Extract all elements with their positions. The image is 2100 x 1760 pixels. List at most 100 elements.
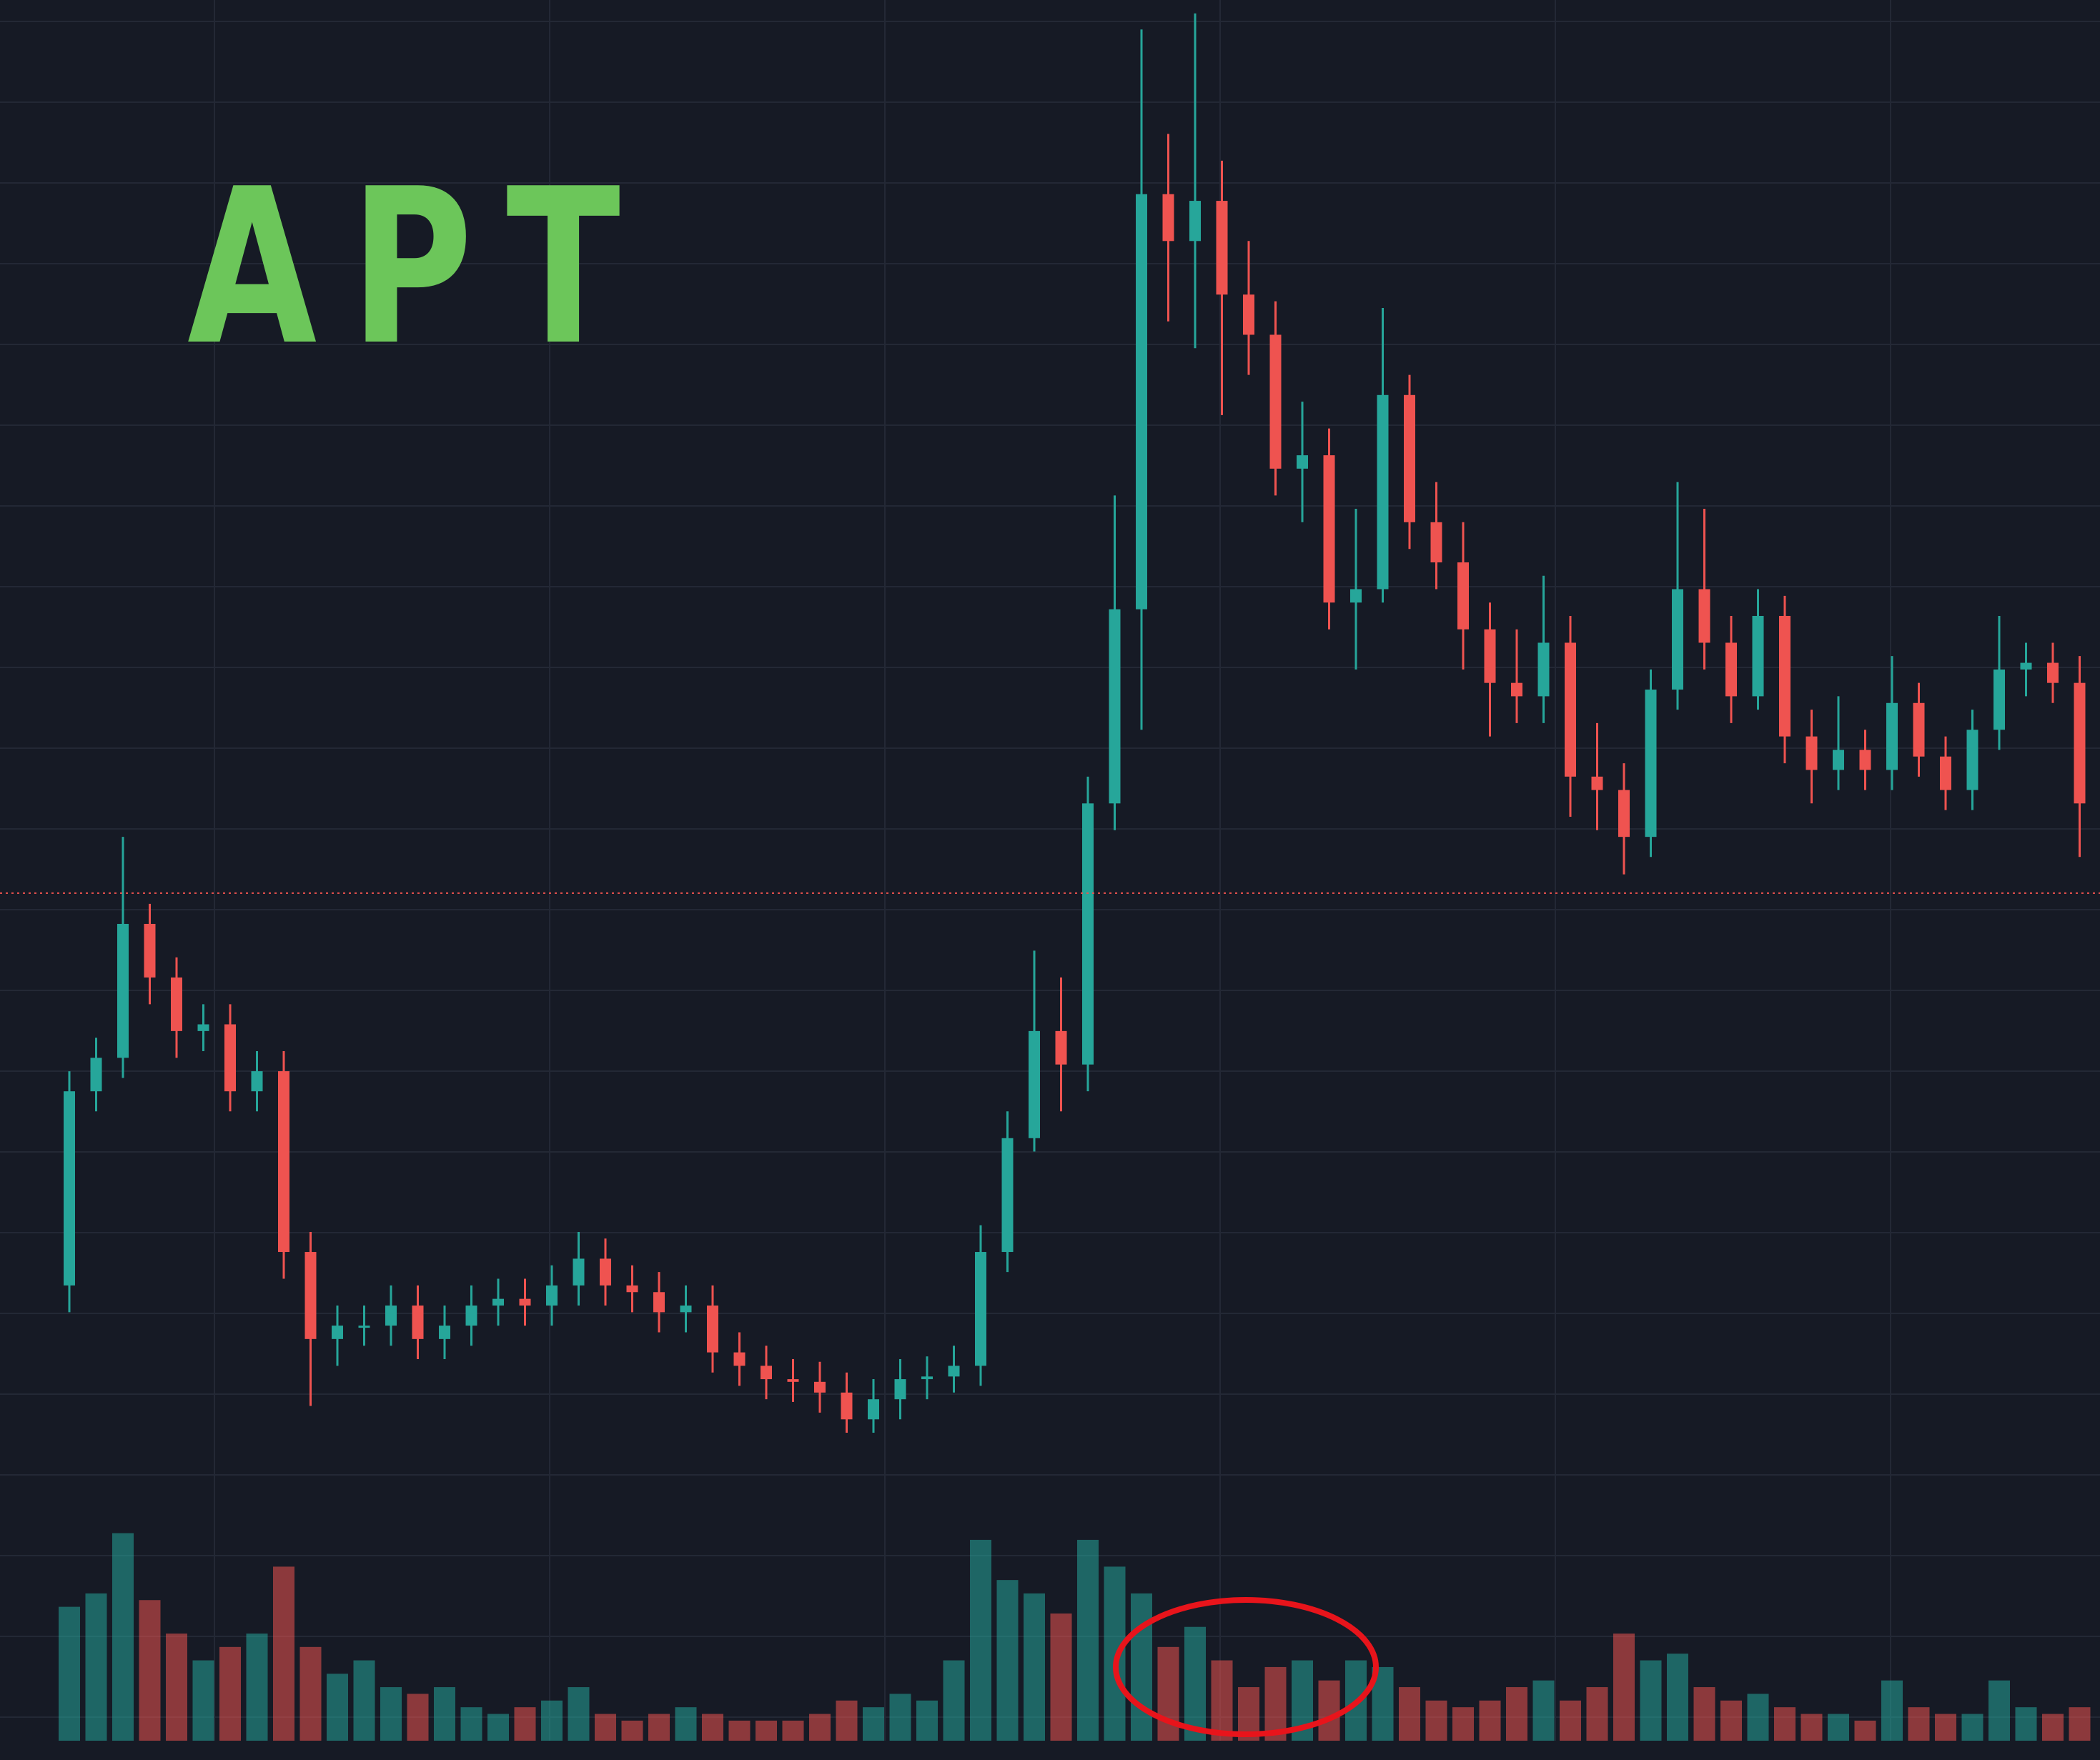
candle-body bbox=[492, 1298, 504, 1306]
candle-body bbox=[64, 1091, 75, 1286]
volume-bar bbox=[2042, 1714, 2064, 1741]
candle-body bbox=[921, 1376, 933, 1380]
volume-bar bbox=[1184, 1626, 1206, 1741]
volume-bar bbox=[702, 1714, 723, 1741]
candle-body bbox=[197, 1024, 209, 1031]
candle-body bbox=[304, 1252, 317, 1339]
volume-bar bbox=[219, 1646, 241, 1741]
candle-body bbox=[1136, 194, 1147, 610]
volume-bar bbox=[1988, 1680, 2010, 1741]
candle-body bbox=[251, 1071, 263, 1092]
candle-body bbox=[1297, 455, 1308, 469]
volume-bar bbox=[1104, 1566, 1126, 1741]
volume-bar bbox=[1050, 1613, 1072, 1741]
candle-body bbox=[680, 1306, 692, 1313]
volume-bar bbox=[139, 1600, 161, 1741]
candle-body bbox=[1752, 615, 1764, 697]
candle-body bbox=[1645, 690, 1657, 837]
candle-body bbox=[1430, 522, 1442, 563]
candle-body bbox=[1162, 194, 1174, 242]
volume-bar bbox=[675, 1707, 697, 1741]
volume-bar bbox=[1774, 1707, 1796, 1741]
volume-bar bbox=[1747, 1694, 1769, 1741]
candle-body bbox=[1966, 730, 1978, 790]
volume-bar bbox=[916, 1700, 938, 1741]
candle-body bbox=[1055, 1030, 1067, 1065]
volume-bar bbox=[1479, 1700, 1501, 1741]
volume-bar bbox=[2069, 1707, 2091, 1741]
volume-bar bbox=[1801, 1714, 1823, 1741]
volume-bar bbox=[1506, 1687, 1527, 1741]
candle-body bbox=[1404, 394, 1415, 522]
chart-title: APT bbox=[187, 143, 654, 392]
candle-body bbox=[626, 1285, 638, 1293]
volume-bar bbox=[434, 1687, 455, 1741]
candle-body bbox=[975, 1252, 986, 1366]
candle-body bbox=[1591, 776, 1603, 790]
candle-body bbox=[1806, 736, 1818, 770]
candle-body bbox=[1350, 589, 1362, 603]
volume-bar bbox=[756, 1720, 777, 1741]
volume-bar bbox=[996, 1580, 1019, 1741]
volume-bar bbox=[809, 1714, 831, 1741]
candle-body bbox=[1216, 201, 1228, 295]
candle-body bbox=[1940, 756, 1951, 790]
volume-bar bbox=[1399, 1687, 1420, 1741]
volume-bar bbox=[728, 1720, 751, 1741]
highlight-ellipse bbox=[1113, 1597, 1379, 1737]
volume-bar bbox=[59, 1606, 80, 1741]
volume-bar bbox=[1613, 1634, 1635, 1741]
volume-bar bbox=[1961, 1714, 1983, 1741]
candle-body bbox=[1913, 702, 1925, 757]
candle-body bbox=[171, 977, 182, 1031]
volume-bar bbox=[1318, 1680, 1340, 1741]
volume-bar bbox=[621, 1720, 643, 1741]
candle-body bbox=[2020, 662, 2032, 670]
volume-bar bbox=[112, 1533, 134, 1741]
volume-bar bbox=[85, 1593, 107, 1741]
volume-bar bbox=[327, 1674, 348, 1741]
candle-body bbox=[707, 1306, 718, 1353]
volume-bar bbox=[595, 1714, 616, 1741]
candle-body bbox=[948, 1366, 960, 1377]
volume-bar bbox=[192, 1660, 214, 1741]
candle-body bbox=[841, 1392, 853, 1420]
candle-body bbox=[1029, 1030, 1040, 1138]
candle-body bbox=[653, 1292, 665, 1313]
volume-bar bbox=[1024, 1593, 1045, 1741]
candle-body bbox=[573, 1258, 585, 1286]
candle-body bbox=[224, 1024, 236, 1092]
candle-body bbox=[761, 1366, 772, 1380]
candle-body bbox=[894, 1379, 906, 1400]
candle-body bbox=[546, 1285, 558, 1306]
candle-body bbox=[2047, 662, 2059, 683]
volume-bar bbox=[1586, 1687, 1608, 1741]
candle-body bbox=[385, 1306, 397, 1326]
volume-bar bbox=[1131, 1593, 1152, 1741]
volume-bar bbox=[1560, 1700, 1581, 1741]
volume-bar bbox=[1908, 1707, 1930, 1741]
volume-bar bbox=[1693, 1687, 1715, 1741]
volume-bar bbox=[246, 1634, 268, 1741]
volume-bar bbox=[1667, 1654, 1688, 1741]
volume-bar bbox=[782, 1720, 804, 1741]
candle-body bbox=[1886, 702, 1898, 770]
volume-bar bbox=[1828, 1714, 1849, 1741]
volume-bar bbox=[407, 1694, 429, 1741]
volume-bar bbox=[380, 1687, 402, 1741]
volume-bar bbox=[487, 1714, 509, 1741]
candle-body bbox=[787, 1379, 799, 1382]
volume-bar bbox=[460, 1707, 482, 1741]
candle-body bbox=[412, 1306, 424, 1339]
candle-body bbox=[278, 1071, 289, 1253]
volume-bar bbox=[166, 1634, 187, 1741]
volume-bar bbox=[1854, 1720, 1876, 1741]
candle-body bbox=[1457, 562, 1469, 630]
candle-body bbox=[1725, 642, 1737, 697]
volume-bar bbox=[1452, 1707, 1474, 1741]
candle-body bbox=[733, 1352, 746, 1366]
candle-body bbox=[1189, 201, 1201, 242]
candle-body bbox=[1377, 394, 1389, 590]
candle-body bbox=[1537, 642, 1550, 697]
volume-bar bbox=[863, 1707, 884, 1741]
